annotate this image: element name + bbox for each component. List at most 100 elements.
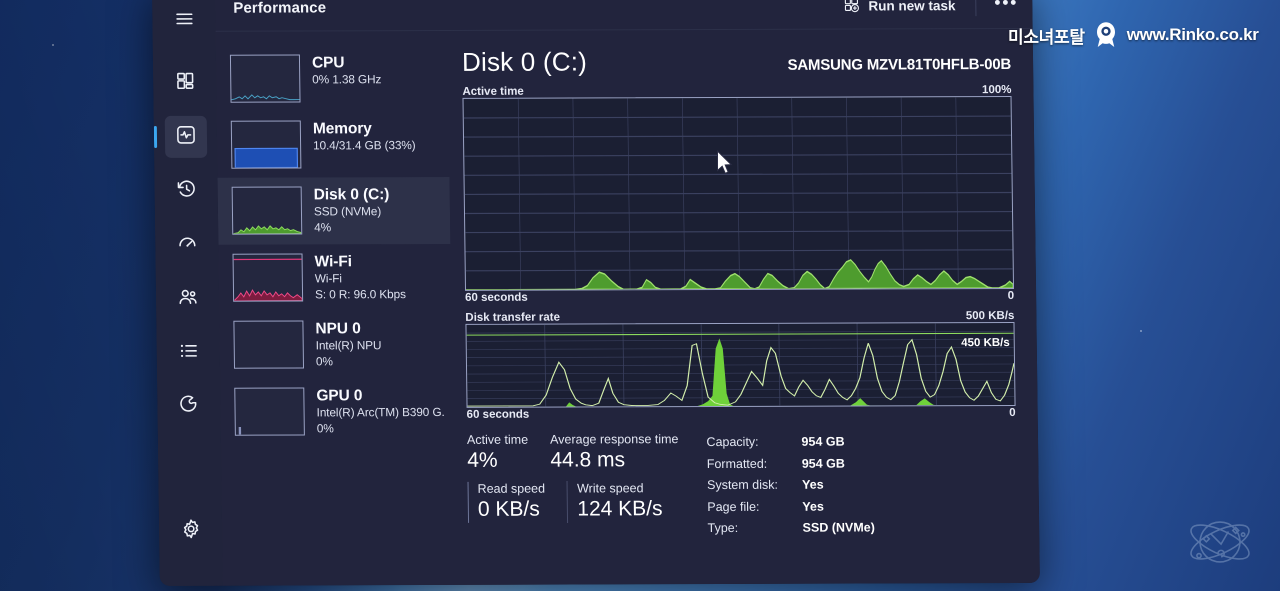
stat-value: 124 KB/s xyxy=(577,497,663,521)
stat-value: 4% xyxy=(467,448,498,472)
device-detail: Wi-Fi xyxy=(314,271,342,286)
stat-label: Active time xyxy=(466,432,529,447)
wifi-mini-graph xyxy=(232,253,304,302)
transfer-rate-svg xyxy=(466,323,1015,407)
mouse-cursor xyxy=(717,150,733,174)
stat-label: Read speed xyxy=(477,481,546,497)
sidebar-item-performance[interactable] xyxy=(164,115,207,158)
list-item-disk0[interactable]: Disk 0 (C:) SSD (NVMe) 4% xyxy=(217,176,451,245)
stats-left: Active time 4% Average response time 44.… xyxy=(467,432,702,540)
performance-pulse-icon xyxy=(174,123,196,150)
stats-row-bottom: Read speed 0 KB/s Write speed 124 KB/s xyxy=(467,481,702,523)
list-item-wifi[interactable]: Wi-Fi Wi-Fi S: 0 R: 96.0 Kbps xyxy=(218,244,451,312)
new-task-icon xyxy=(843,0,860,16)
device-throughput: S: 0 R: 96.0 Kbps xyxy=(314,286,406,302)
npu-mini-graph xyxy=(233,320,305,369)
gpu-mini-graph xyxy=(234,387,305,436)
info-key: Capacity: xyxy=(706,434,759,450)
watermark-top: 미소녀포탈 www.Rinko.co.kr xyxy=(1008,20,1259,50)
stat-average-response-time: Average response time 44.8 ms xyxy=(550,432,701,473)
stat-value: 44.8 ms xyxy=(550,447,626,472)
stats-area: Active time 4% Average response time 44.… xyxy=(467,431,1017,540)
startup-gauge-icon xyxy=(176,231,198,258)
sidebar-item-users[interactable] xyxy=(166,278,209,320)
toolbar-divider xyxy=(975,0,977,16)
device-name: CPU xyxy=(311,54,345,72)
history-clock-icon xyxy=(175,177,197,204)
stat-label: Write speed xyxy=(576,481,644,496)
active-time-chart-block: Active time 100% xyxy=(462,84,1014,304)
hamburger-menu-button[interactable] xyxy=(163,0,206,42)
device-name: Memory xyxy=(312,120,372,138)
list-item-npu0[interactable]: NPU 0 Intel(R) NPU 0% xyxy=(219,311,452,379)
info-value: SSD (NVMe) xyxy=(802,520,875,535)
sidebar-item-details[interactable] xyxy=(167,332,210,374)
transfer-rate-footer: 60 seconds 0 xyxy=(467,407,1016,421)
device-list: CPU 0% 1.38 GHz Memory 10.4/31.4 GB (33%… xyxy=(216,31,455,586)
sidebar-item-settings[interactable] xyxy=(169,510,212,552)
hamburger-icon xyxy=(173,7,195,34)
info-value: Yes xyxy=(802,499,824,514)
users-icon xyxy=(176,285,198,312)
sidebar-item-services[interactable] xyxy=(168,386,211,428)
task-manager-window: Performance Run new task xyxy=(152,0,1040,586)
more-options-button[interactable]: ••• xyxy=(994,0,1019,12)
table-row: Formatted: 954 GB xyxy=(707,453,875,475)
table-row: Capacity: 954 GB xyxy=(706,431,874,453)
info-key: Formatted: xyxy=(706,456,768,471)
active-time-min-label: 0 xyxy=(1007,289,1015,302)
title-bar: Performance Run new task xyxy=(215,0,1033,32)
page-title: Performance xyxy=(233,0,327,17)
alien-mascot-icon xyxy=(1096,22,1115,47)
device-detail: 10.4/31.4 GB (33%) xyxy=(313,138,416,153)
navigation-rail xyxy=(152,0,223,586)
performance-body: CPU 0% 1.38 GHz Memory 10.4/31.4 GB (33%… xyxy=(216,29,1040,586)
list-item-memory[interactable]: Memory 10.4/31.4 GB (33%) xyxy=(217,111,450,178)
disk-title: Disk 0 (C:) xyxy=(461,46,588,77)
sidebar-item-startup-apps[interactable] xyxy=(166,224,209,266)
disk-info-table: Capacity: 954 GB Formatted: 954 GB Syste… xyxy=(706,431,875,539)
device-detail: 0% 1.38 GHz xyxy=(312,72,382,87)
table-row: Type: SSD (NVMe) xyxy=(707,517,875,539)
active-time-graph xyxy=(462,95,1015,291)
settings-gear-icon xyxy=(179,517,201,544)
list-item-cpu[interactable]: CPU 0% 1.38 GHz xyxy=(216,45,449,112)
list-item-text: Wi-Fi Wi-Fi S: 0 R: 96.0 Kbps xyxy=(315,253,406,302)
memory-mini-graph xyxy=(230,120,302,169)
services-gear-puzzle-icon xyxy=(178,393,200,420)
device-name: Disk 0 (C:) xyxy=(313,186,390,204)
transfer-rate-max-label: 500 KB/s xyxy=(965,309,1015,323)
active-time-footer: 60 seconds 0 xyxy=(465,290,1014,304)
info-key: System disk: xyxy=(706,477,779,493)
list-item-text: CPU 0% 1.38 GHz xyxy=(312,54,382,88)
info-value: Yes xyxy=(801,477,824,492)
sidebar-item-app-history[interactable] xyxy=(165,170,208,212)
run-new-task-label: Run new task xyxy=(868,0,956,14)
table-row: Page file: Yes xyxy=(707,496,875,518)
device-name: GPU 0 xyxy=(316,387,363,405)
list-item-text: GPU 0 Intel(R) Arc(TM) B390 G. 0% xyxy=(316,387,445,437)
transfer-rate-x-label: 60 seconds xyxy=(466,408,530,421)
device-detail: Intel(R) Arc(TM) B390 G. xyxy=(316,405,445,420)
info-key: Type: xyxy=(707,520,739,536)
run-new-task-button[interactable]: Run new task xyxy=(831,0,967,23)
transfer-rate-graph: 450 KB/s xyxy=(465,321,1016,408)
info-value: 954 GB xyxy=(801,434,845,449)
list-item-gpu0[interactable]: GPU 0 Intel(R) Arc(TM) B390 G. 0% xyxy=(220,378,453,446)
disk-detail-panel: Disk 0 (C:) SAMSUNG MZVL81T0HFLB-00B Act… xyxy=(448,29,1040,585)
stat-read-speed: Read speed 0 KB/s xyxy=(467,481,568,523)
table-row: System disk: Yes xyxy=(707,474,875,496)
stat-write-speed: Write speed 124 KB/s xyxy=(566,481,685,523)
disk-model: SAMSUNG MZVL81T0HFLB-00B xyxy=(787,55,1012,74)
list-item-text: Memory 10.4/31.4 GB (33%) xyxy=(313,120,416,154)
watermark-text-kr: 미소녀포탈 xyxy=(1008,27,1085,47)
stats-row-top: Active time 4% Average response time 44.… xyxy=(467,432,701,473)
transfer-rate-min-label: 0 xyxy=(1009,406,1016,419)
details-list-icon xyxy=(177,339,199,366)
stat-label: Average response time xyxy=(550,432,679,447)
list-item-text: Disk 0 (C:) SSD (NVMe) 4% xyxy=(314,186,390,235)
sidebar-item-processes[interactable] xyxy=(163,62,206,104)
device-usage: 0% xyxy=(316,421,334,436)
wallpaper-speck xyxy=(52,44,54,46)
transfer-rate-chart-block: Disk transfer rate 500 KB/s xyxy=(465,310,1015,421)
